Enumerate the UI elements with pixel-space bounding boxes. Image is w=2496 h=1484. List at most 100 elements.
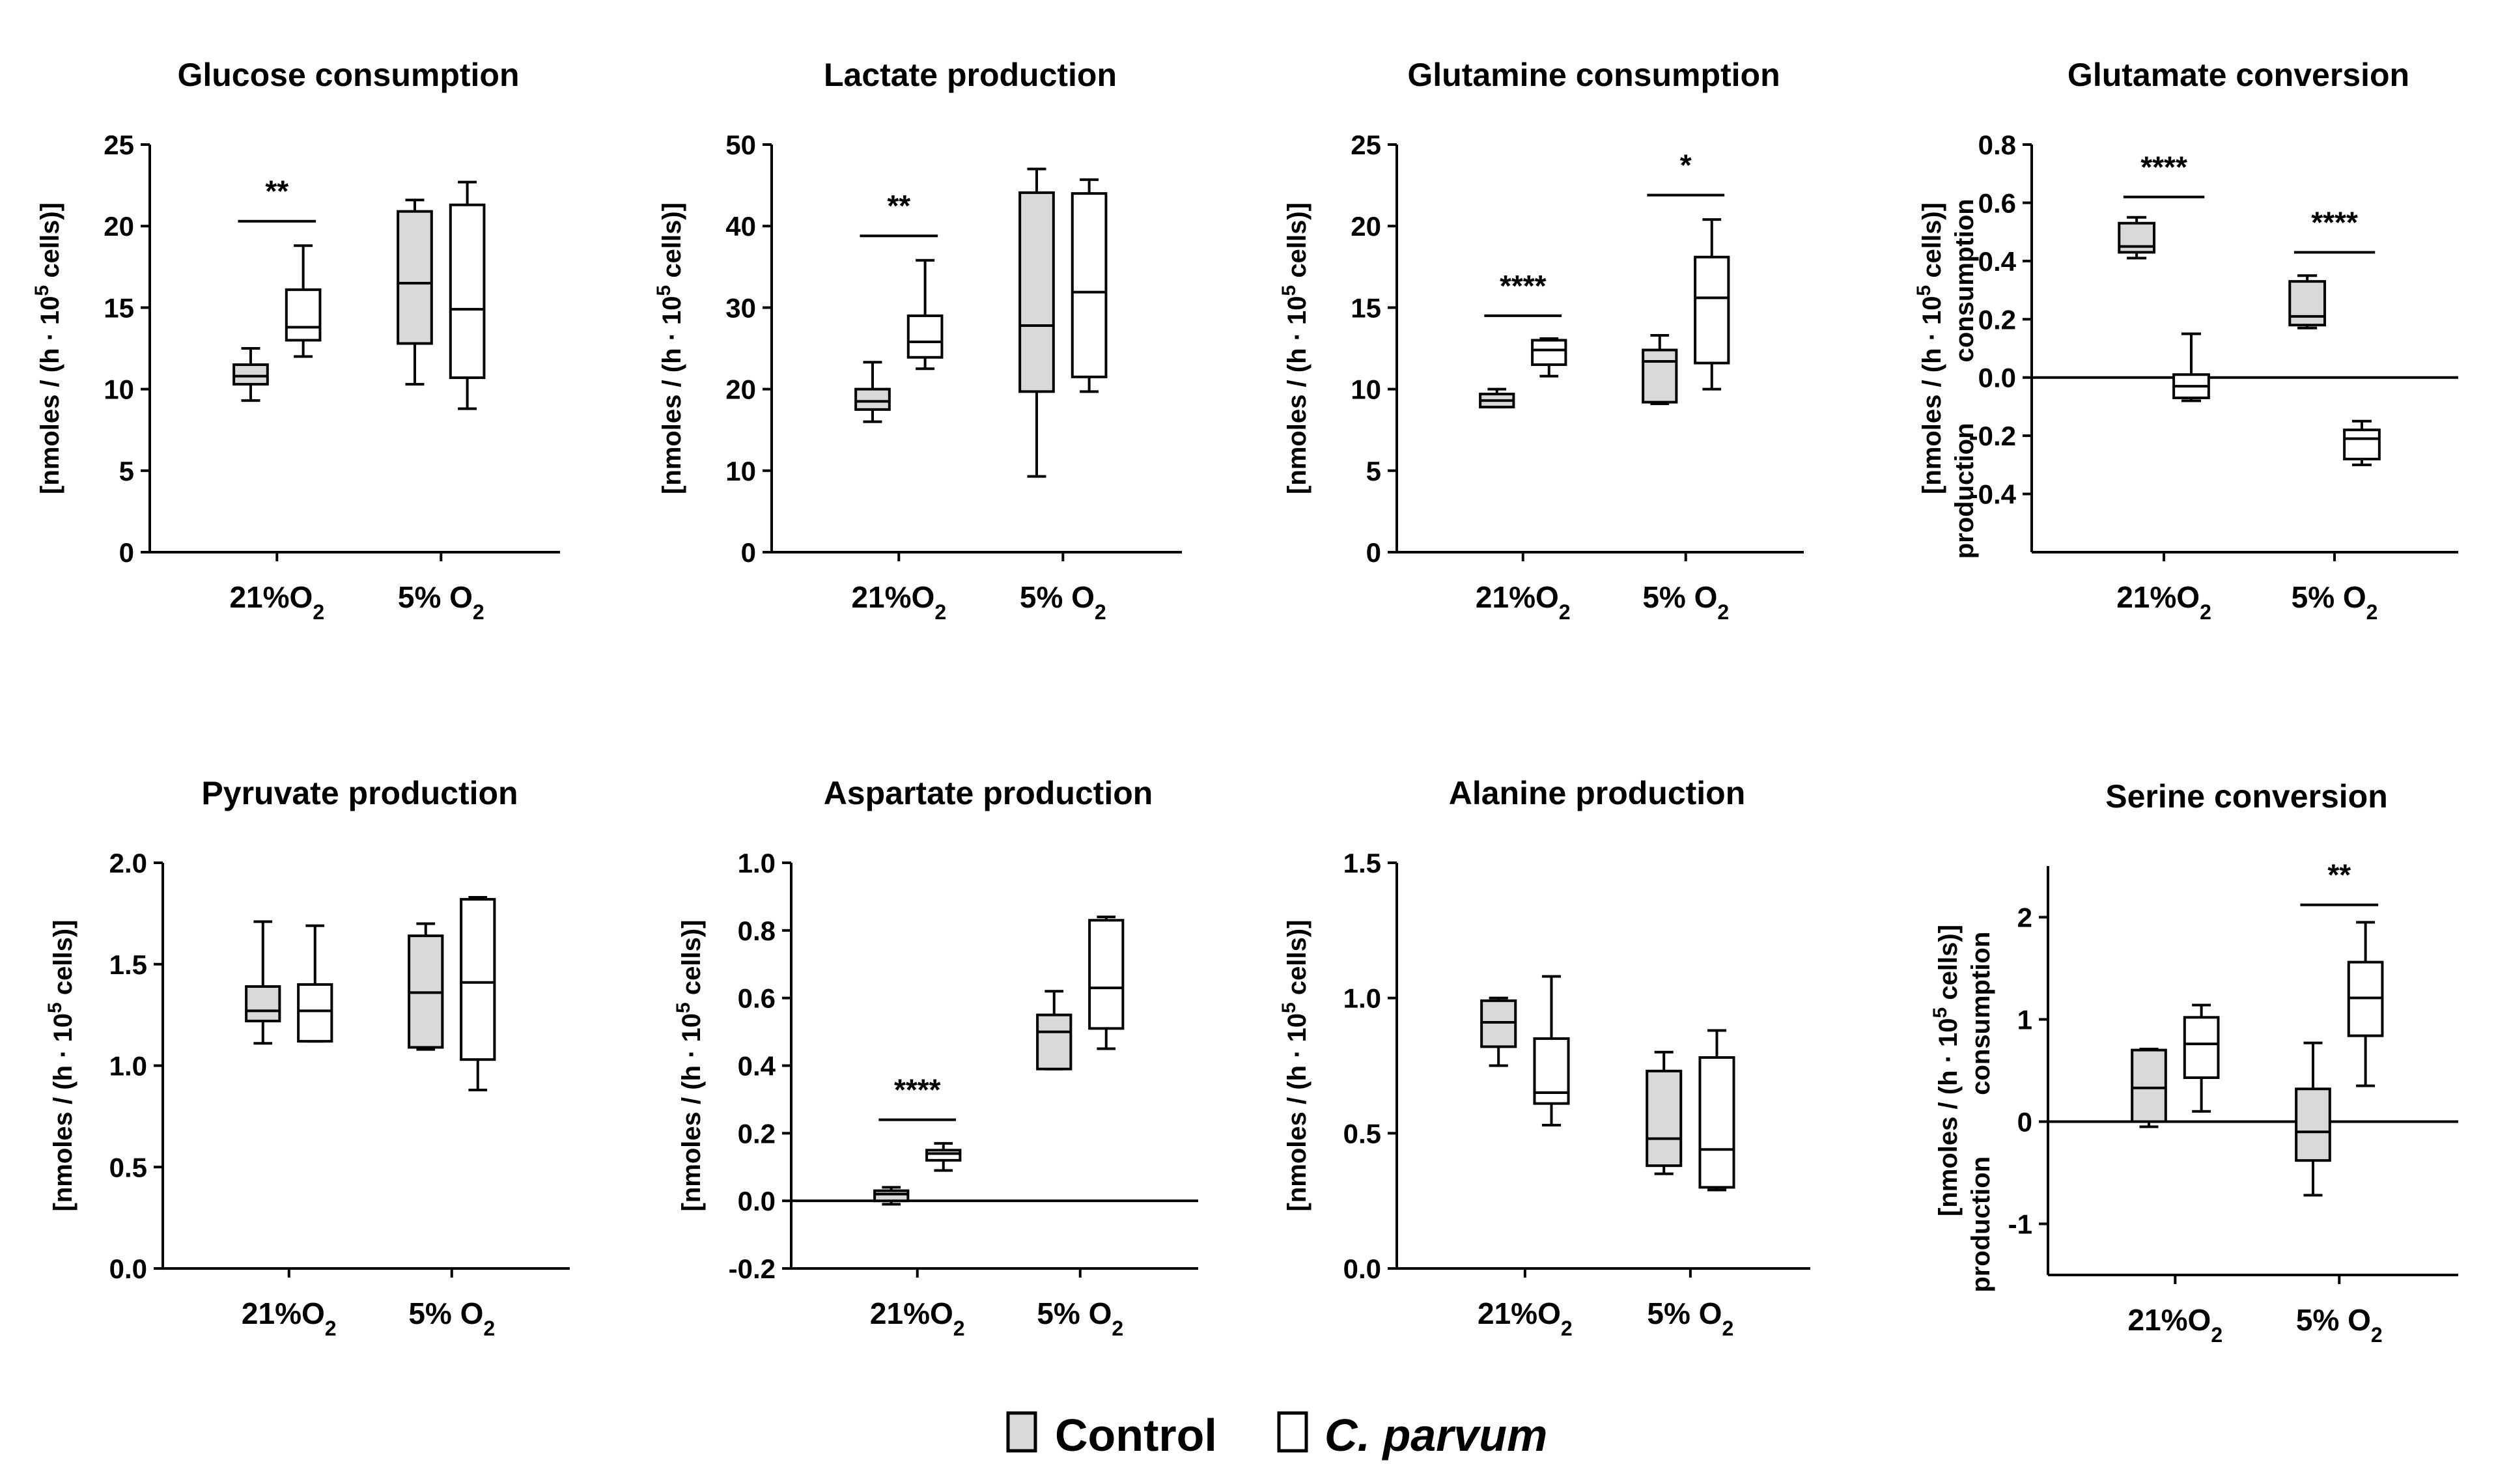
y-axis-label: [nmoles / (h · 105 cells)] [1929, 925, 1963, 1216]
box-iqr [1646, 1069, 1683, 1168]
box-iqr [460, 898, 496, 1061]
y-tick-label: -0.2 [1969, 421, 2016, 451]
y-tick-label: -1 [2008, 1209, 2032, 1240]
y-tick-label: 25 [104, 130, 134, 160]
box-c-parvum [1698, 1029, 1735, 1192]
significance-label: **** [2140, 150, 2187, 184]
box-c-parvum [1531, 337, 1567, 378]
y-tick-label: 40 [725, 211, 756, 242]
box-control [2295, 1041, 2331, 1197]
x-category-label: 5% O2 [1647, 1296, 1733, 1340]
y-tick-label: 1.0 [1343, 983, 1381, 1014]
y-tick-label: 10 [104, 374, 134, 405]
chart-title: Serine conversion [2105, 778, 2388, 815]
box-iqr [854, 387, 891, 411]
chart-panel: Glucose consumption 0 5 10 15 20 25 [nmoles / (… [31, 57, 560, 624]
y-axis-label: [nmoles / (h · 105 cells)] [653, 203, 687, 494]
box-control [397, 199, 433, 386]
y-tick-label: 15 [104, 292, 134, 323]
y-tick-label: 0.2 [1978, 304, 2016, 335]
box-c-parvum [2343, 419, 2381, 466]
chart-title: Glutamine consumption [1407, 57, 1780, 93]
x-category-label: 5% O2 [1642, 580, 1729, 624]
y-tick-label: 5 [1366, 456, 1381, 486]
box-c-parvum [1694, 218, 1730, 391]
y-tick-label: 10 [725, 456, 756, 486]
box-c-parvum [906, 259, 944, 371]
box-control [854, 361, 891, 423]
box-iqr [906, 314, 944, 359]
chart-title: Alanine production [1449, 775, 1746, 811]
y-axis-label-consumption: consumption [1967, 932, 1995, 1095]
box-iqr [2343, 428, 2381, 460]
box-c-parvum [2172, 332, 2210, 402]
y-axis-label: [nmoles / (h · 105 cells)] [1278, 920, 1312, 1212]
box-iqr [2118, 221, 2155, 254]
y-tick-label: 0.0 [1978, 363, 2016, 393]
y-tick-label: 30 [725, 292, 756, 323]
y-tick-label: 2.0 [109, 848, 147, 878]
y-tick-label: 0.8 [1978, 130, 2016, 160]
chart-title: Glutamate conversion [2068, 57, 2409, 93]
x-category-label: 21%O2 [2127, 1303, 2223, 1347]
x-category-label: 21%O2 [242, 1296, 337, 1340]
box-c-parvum [2183, 1003, 2220, 1113]
y-tick-label: 0 [2017, 1107, 2032, 1138]
chart-panel: Lactate production 0 10 20 30 40 50 [nmoles / (… [653, 57, 1182, 624]
box-c-parvum [2347, 921, 2384, 1087]
y-tick-label: 0 [1366, 537, 1381, 568]
significance-label: ** [265, 175, 288, 208]
box-control [2118, 216, 2155, 260]
box-iqr [1642, 348, 1678, 404]
box-control [2288, 274, 2326, 329]
x-category-label: 21%O2 [229, 580, 324, 624]
chart-panel: Glutamate conversion -0.4 -0.2 0.0 0.2 0.4 0.6… [1913, 57, 2458, 624]
y-tick-label: 0.6 [1978, 188, 2016, 218]
box-iqr [2183, 1016, 2220, 1079]
box-iqr [449, 203, 486, 380]
x-category-label: 21%O2 [1476, 580, 1571, 624]
y-tick-label: 20 [104, 211, 134, 242]
box-iqr [2295, 1087, 2331, 1162]
box-iqr [397, 210, 433, 345]
y-tick-label: 0.0 [109, 1253, 147, 1284]
box-iqr [873, 1189, 910, 1203]
box-iqr [1531, 339, 1567, 367]
box-c-parvum [925, 1141, 962, 1172]
y-tick-label: 0.4 [1978, 246, 2017, 277]
box-control [2131, 1048, 2167, 1128]
significance-label: **** [2311, 205, 2358, 239]
box-control [232, 347, 269, 402]
x-category-label: 21%O2 [851, 580, 946, 624]
x-category-label: 5% O2 [1037, 1296, 1123, 1340]
chart-panel: Alanine production 0.0 0.5 1.0 1.5 [nmoles / … [1278, 775, 1810, 1340]
y-tick-label: 20 [1351, 211, 1381, 242]
chart-title: Lactate production [824, 57, 1117, 93]
legend-infected-swatch [1277, 1411, 1308, 1453]
y-tick-label: 20 [725, 374, 756, 405]
box-control [1479, 387, 1515, 409]
y-tick-label: 0.0 [1343, 1253, 1381, 1284]
significance-label: ** [887, 189, 910, 223]
y-axis-label: [nmoles / (h · 105 cells)] [31, 203, 65, 494]
box-iqr [1036, 1013, 1073, 1071]
box-c-parvum [460, 895, 496, 1091]
box-c-parvum [285, 244, 322, 358]
box-iqr [2288, 280, 2326, 327]
box-iqr [285, 288, 322, 342]
box-iqr [1071, 192, 1108, 378]
y-axis-label-production: production [1950, 423, 1979, 559]
significance-label: ** [2327, 858, 2351, 892]
y-axis-label: [nmoles / (h · 105 cells)] [44, 920, 78, 1212]
legend-control-swatch [1006, 1411, 1037, 1453]
significance-label: * [1680, 148, 1692, 182]
x-category-label: 5% O2 [2292, 580, 2378, 624]
box-control [1480, 996, 1517, 1067]
box-control [245, 920, 281, 1045]
box-iqr [1698, 1056, 1735, 1189]
y-tick-label: 2 [2017, 903, 2032, 933]
box-iqr [1088, 919, 1125, 1030]
y-tick-label: 0.5 [109, 1152, 147, 1183]
box-c-parvum [297, 924, 333, 1043]
significance-label: **** [894, 1073, 941, 1107]
